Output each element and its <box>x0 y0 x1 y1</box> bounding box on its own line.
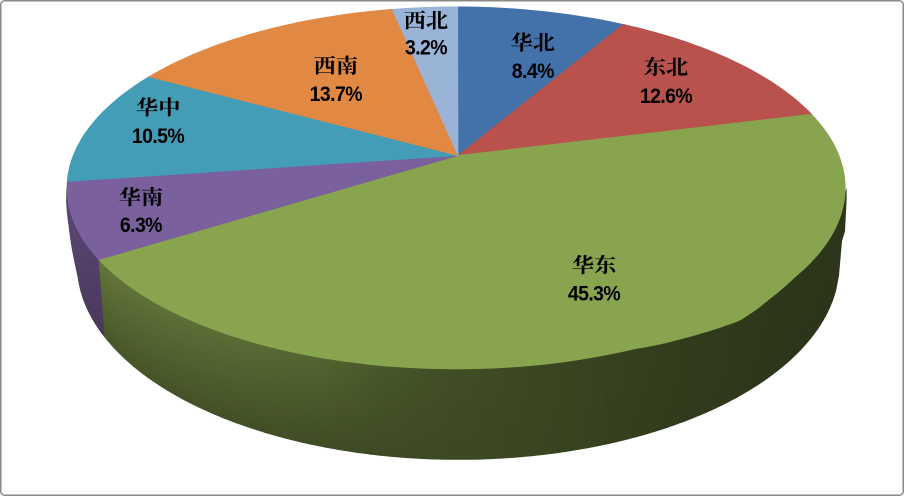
svg-text:12.6%: 12.6% <box>640 84 693 108</box>
svg-text:8.4%: 8.4% <box>512 59 554 83</box>
svg-text:13.7%: 13.7% <box>310 82 363 106</box>
svg-text:10.5%: 10.5% <box>132 124 185 148</box>
svg-text:3.2%: 3.2% <box>405 36 447 60</box>
svg-text:45.3%: 45.3% <box>568 282 621 306</box>
svg-text:6.3%: 6.3% <box>120 213 162 237</box>
